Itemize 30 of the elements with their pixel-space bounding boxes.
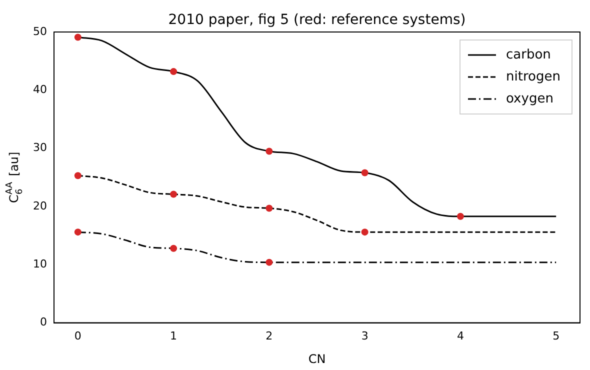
x-tick-label: 1 [170, 329, 178, 342]
y-tick-label: 30 [32, 141, 47, 154]
y-tick-label: 50 [32, 24, 47, 38]
y-axis-title: C6AA [au] [4, 152, 25, 203]
point [170, 68, 178, 76]
point [361, 228, 368, 236]
x-tick-label: 5 [552, 329, 560, 342]
point [266, 204, 273, 212]
y-tick-label: 0 [40, 316, 47, 329]
x-tick-label: 4 [456, 329, 464, 342]
legend-label: carbon [506, 47, 551, 62]
point [170, 190, 178, 198]
x-axis-title: CN [308, 352, 326, 366]
x-tick-label: 3 [361, 329, 368, 342]
point [74, 228, 82, 236]
point [266, 148, 273, 155]
y-tick-label: 20 [32, 199, 47, 212]
y-tick-label: 40 [32, 83, 47, 96]
point [74, 34, 82, 41]
point [266, 258, 273, 266]
x-tick-label: 2 [266, 329, 273, 342]
y-tick-label: 10 [32, 258, 47, 270]
point [456, 212, 464, 220]
legend-label: nitrogen [506, 69, 560, 84]
legend-label: oxygen [506, 91, 554, 106]
point [170, 244, 178, 252]
x-tick-label: 0 [74, 329, 82, 342]
point [74, 172, 82, 180]
chart-title: 2010 paper, fig 5 (red: reference systems) [168, 12, 466, 28]
point [361, 169, 368, 176]
